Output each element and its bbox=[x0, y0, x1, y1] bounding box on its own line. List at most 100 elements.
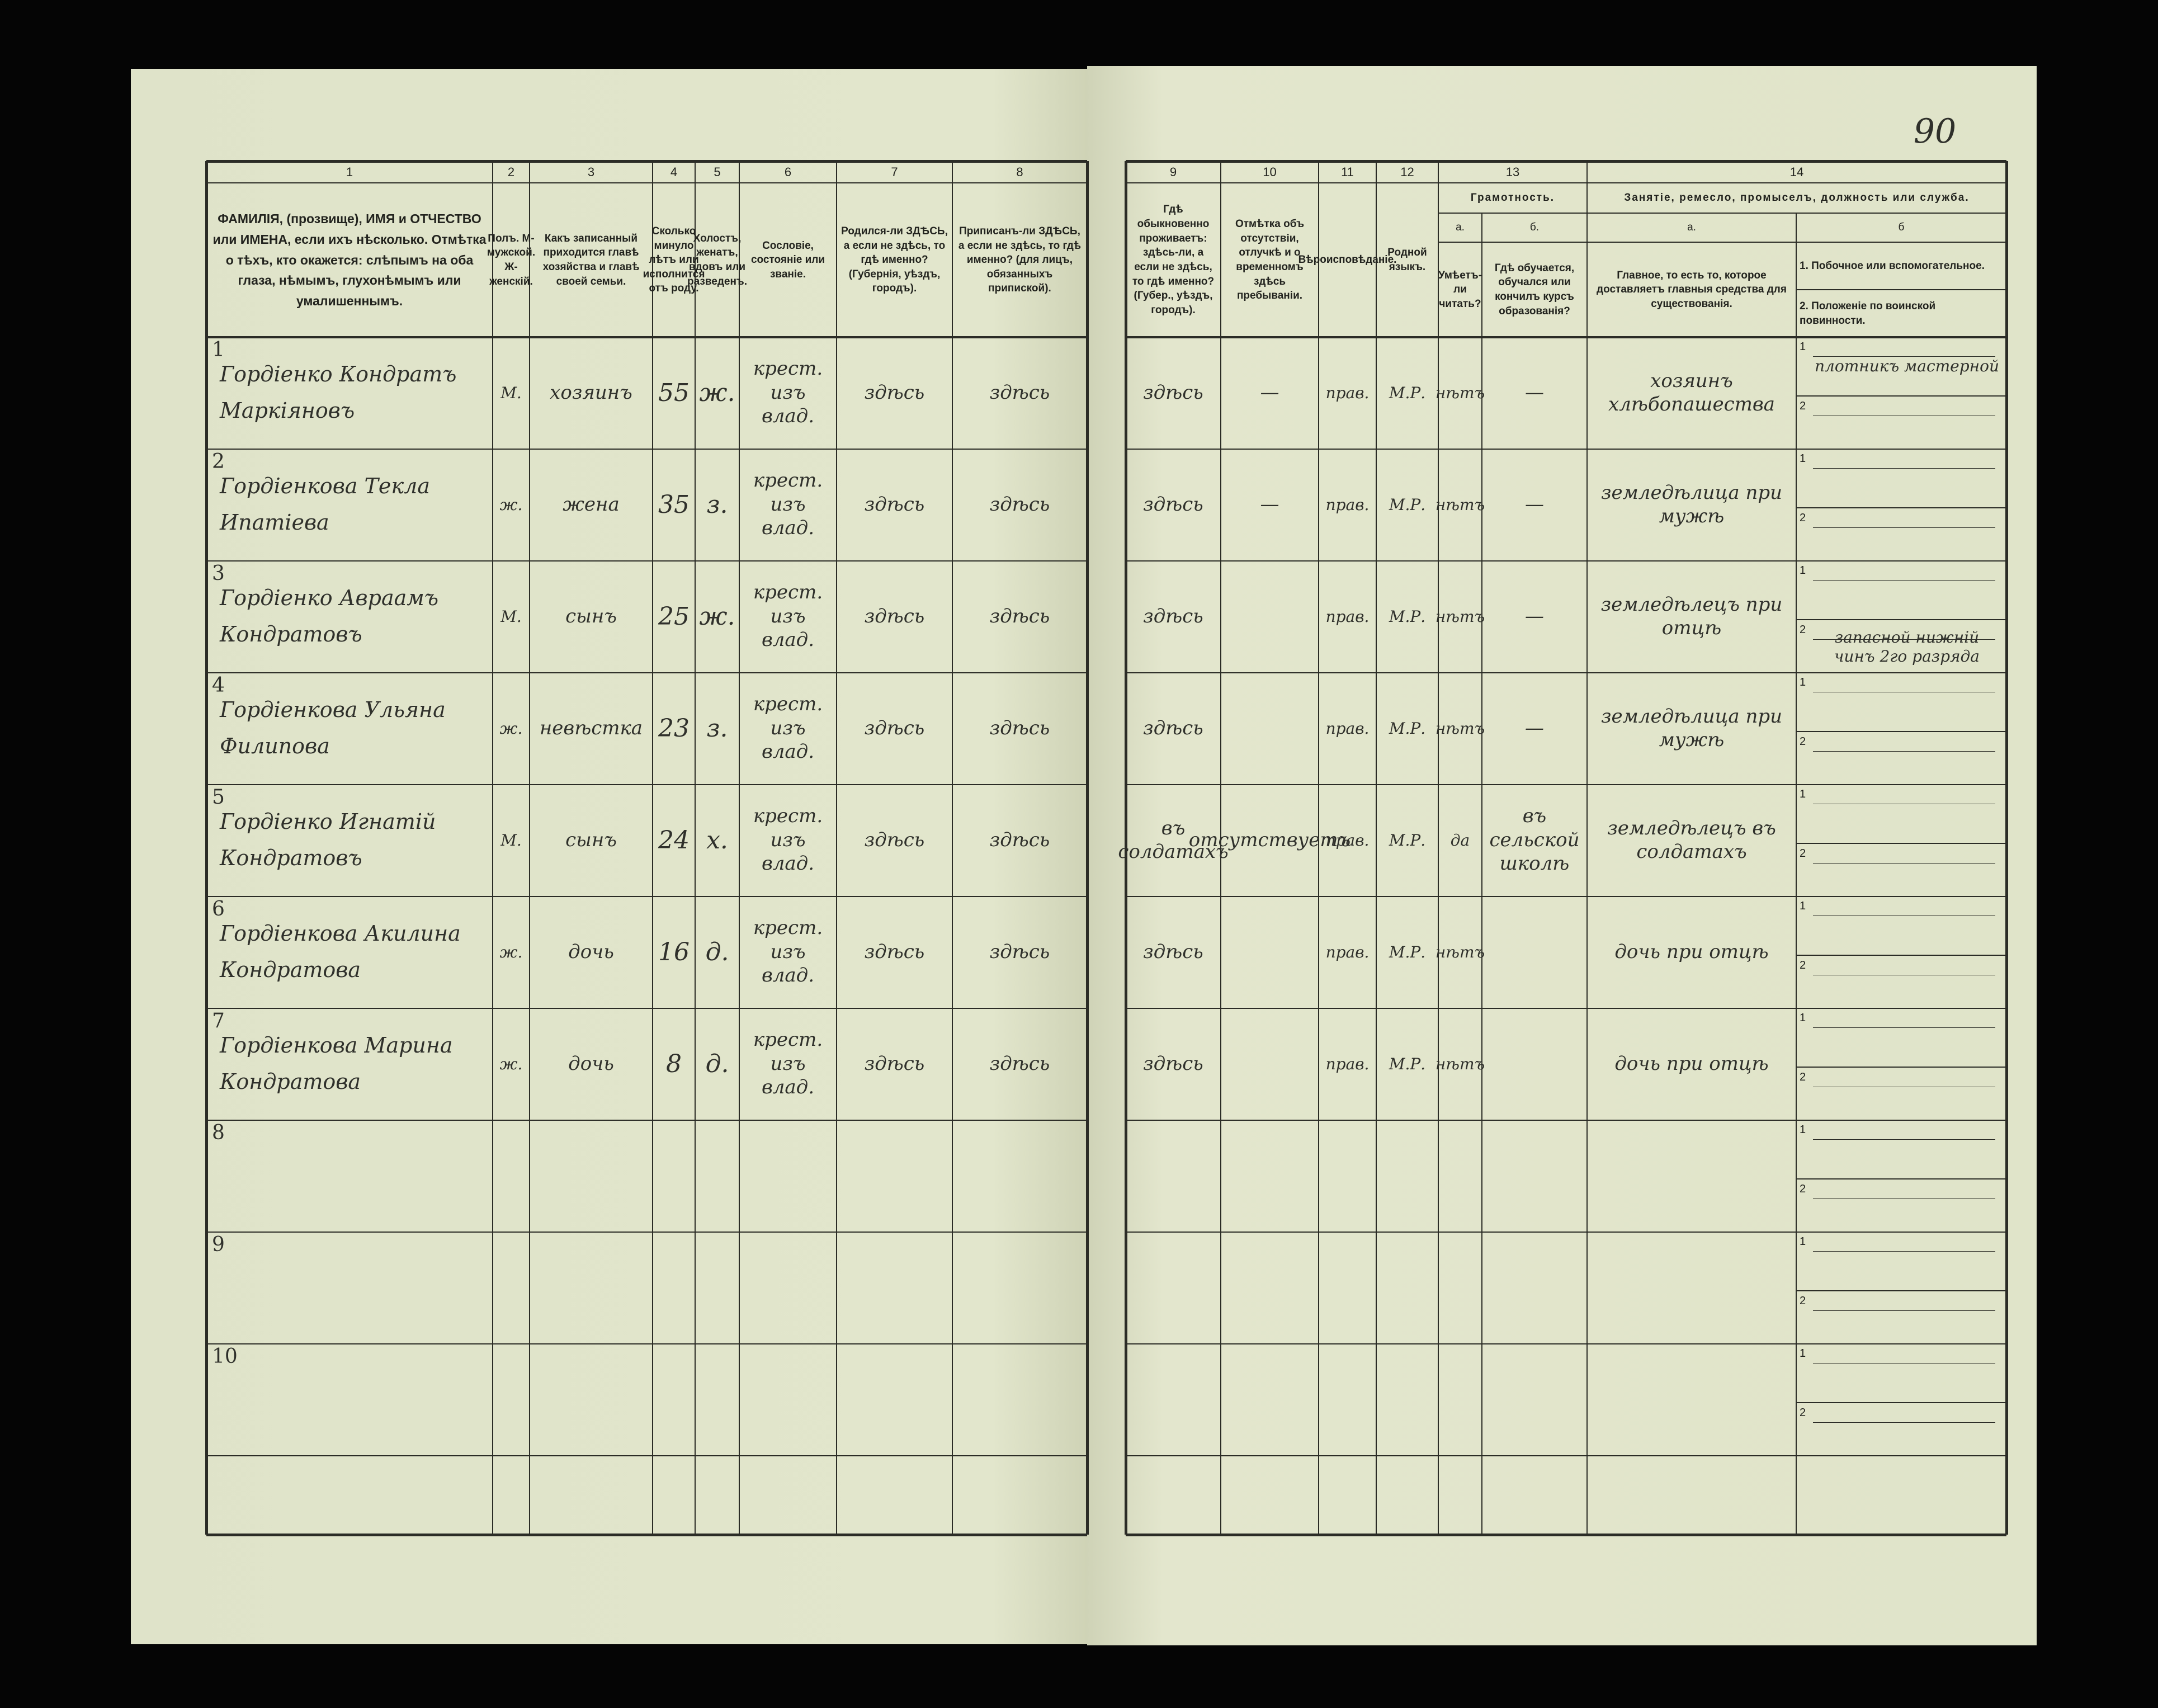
rule-horizontal bbox=[1126, 1232, 2006, 1233]
cell-sex: М. bbox=[500, 831, 522, 850]
side-label: 1 bbox=[1800, 1124, 1806, 1136]
subcolumn-letter: а. bbox=[1456, 221, 1465, 234]
cell-absence: отсутствуетъ bbox=[1188, 828, 1351, 851]
cell-age: 8 bbox=[666, 1049, 682, 1078]
cell-occupation: хозяинъ хлѣбопашества bbox=[1608, 369, 1775, 416]
column-number: 6 bbox=[784, 164, 792, 179]
row-number: 4 bbox=[212, 674, 225, 697]
rule-vertical bbox=[1376, 161, 1377, 1535]
rule-horizontal bbox=[1796, 1290, 2006, 1291]
rule-horizontal bbox=[206, 784, 1087, 785]
rule-horizontal bbox=[206, 560, 1087, 562]
cell-language: М.Р. bbox=[1389, 719, 1426, 738]
cell-absence: — bbox=[1260, 381, 1279, 404]
person-name: Гордіенкова Марина Кондратова bbox=[220, 1033, 453, 1094]
column-title: Родной языкъ. bbox=[1387, 247, 1427, 273]
side-label: 1 bbox=[1800, 788, 1806, 800]
cell-born: здѣсь bbox=[864, 828, 925, 851]
cell-literate: нѣтъ bbox=[1435, 942, 1485, 961]
rule-vertical bbox=[1481, 213, 1482, 1535]
rule-vertical bbox=[1124, 161, 1127, 1535]
cell-estate: крест. изъ влад. bbox=[753, 581, 823, 652]
rule-horizontal bbox=[1126, 1455, 2006, 1456]
rule-horizontal bbox=[1813, 579, 1995, 581]
subcolumn-letter: б. bbox=[1529, 221, 1540, 234]
cell-age: 16 bbox=[658, 937, 690, 966]
cell-side-2: запасной нижній чинъ 2го разряда bbox=[1834, 628, 1980, 666]
cell-registered: здѣсь bbox=[989, 493, 1050, 516]
rule-horizontal bbox=[1126, 336, 2006, 338]
rule-vertical bbox=[1586, 161, 1588, 1535]
cell-marital: д. bbox=[705, 1049, 729, 1078]
rule-horizontal bbox=[1796, 619, 2006, 620]
cell-sex: М. bbox=[500, 607, 522, 626]
side-label: 1 bbox=[1800, 1012, 1806, 1024]
cell-relation: дочь bbox=[568, 940, 614, 963]
cell-occupation: земледѣлецъ при отцѣ bbox=[1600, 593, 1783, 640]
row-number: 6 bbox=[212, 898, 225, 921]
rule-horizontal bbox=[206, 182, 1087, 183]
rule-vertical bbox=[836, 161, 837, 1535]
person-name: Гордіенкова Ульяна Филипова bbox=[220, 697, 446, 758]
cell-occupation: земледѣлецъ въ солдатахъ bbox=[1607, 817, 1776, 864]
rule-vertical bbox=[652, 161, 653, 1535]
cell-education: въ сельской школѣ bbox=[1489, 805, 1580, 875]
rule-horizontal bbox=[1438, 213, 2006, 214]
rule-horizontal bbox=[1813, 862, 1995, 864]
cell-religion: прав. bbox=[1325, 607, 1370, 626]
cell-estate: крест. изъ влад. bbox=[753, 357, 823, 428]
column-number: 1 bbox=[346, 164, 353, 179]
cell-residence: въ солдатахъ bbox=[1118, 817, 1229, 864]
column-title: Холостъ, женатъ, вдовъ или разведенъ. bbox=[687, 232, 748, 287]
row-number: 3 bbox=[212, 562, 225, 585]
side-label: 2 bbox=[1800, 624, 1806, 636]
subcolumn-letter: б bbox=[1898, 221, 1905, 234]
page-number: 90 bbox=[1913, 111, 1957, 151]
rule-horizontal bbox=[1126, 672, 2006, 673]
column-number: 3 bbox=[587, 164, 595, 179]
cell-estate: крест. изъ влад. bbox=[753, 469, 823, 540]
side-label: 2 bbox=[1800, 1183, 1806, 1195]
cell-education: — bbox=[1525, 716, 1544, 739]
rule-horizontal bbox=[1126, 449, 2006, 450]
cell-residence: здѣсь bbox=[1143, 605, 1203, 627]
rule-horizontal bbox=[1126, 1008, 2006, 1009]
cell-age: 25 bbox=[658, 602, 690, 631]
column-title: Сословіе, состояніе или званіе. bbox=[750, 239, 825, 280]
cell-language: М.Р. bbox=[1389, 607, 1426, 626]
side-label: 2 bbox=[1800, 1407, 1806, 1419]
rule-horizontal bbox=[1126, 159, 2006, 163]
row-number: 1 bbox=[212, 338, 225, 361]
cell-relation: сынъ bbox=[565, 828, 617, 851]
cell-registered: здѣсь bbox=[989, 716, 1050, 739]
rule-vertical bbox=[1318, 161, 1319, 1535]
rule-horizontal bbox=[1813, 356, 1995, 357]
rule-horizontal bbox=[206, 1533, 1087, 1536]
cell-literate: да bbox=[1450, 831, 1470, 850]
cell-language: М.Р. bbox=[1389, 1054, 1426, 1073]
column-number: 12 bbox=[1400, 164, 1414, 179]
rule-horizontal bbox=[1796, 1067, 2006, 1068]
cell-religion: прав. bbox=[1325, 831, 1370, 850]
person-name: Гордіенко Авраамъ Кондратовъ bbox=[220, 586, 439, 647]
rule-horizontal bbox=[1813, 751, 1995, 752]
person-name: Гордіенко Кондратъ Маркіяновъ bbox=[220, 362, 457, 423]
cell-residence: здѣсь bbox=[1143, 716, 1203, 739]
cell-relation: хозяинъ bbox=[550, 381, 632, 404]
rule-horizontal bbox=[1126, 560, 2006, 562]
cell-literate: нѣтъ bbox=[1435, 719, 1485, 738]
cell-relation: дочь bbox=[568, 1052, 614, 1075]
rule-vertical bbox=[952, 161, 953, 1535]
rule-vertical bbox=[1085, 161, 1089, 1535]
rule-horizontal bbox=[206, 1232, 1087, 1233]
column-title: Вѣроисповѣданіе. bbox=[1298, 254, 1397, 266]
rule-horizontal bbox=[1126, 1343, 2006, 1344]
side-label: 1 bbox=[1800, 564, 1806, 577]
rule-horizontal bbox=[1796, 731, 2006, 732]
cell-literate: нѣтъ bbox=[1435, 495, 1485, 514]
cell-religion: прав. bbox=[1325, 719, 1370, 738]
column-title: Сколько минуло лѣтъ или исполнится отъ р… bbox=[643, 225, 705, 295]
column-title: Гдѣ обыкновенно проживаетъ: здѣсь-ли, а … bbox=[1132, 204, 1215, 316]
side-label: 2 bbox=[1800, 847, 1806, 860]
